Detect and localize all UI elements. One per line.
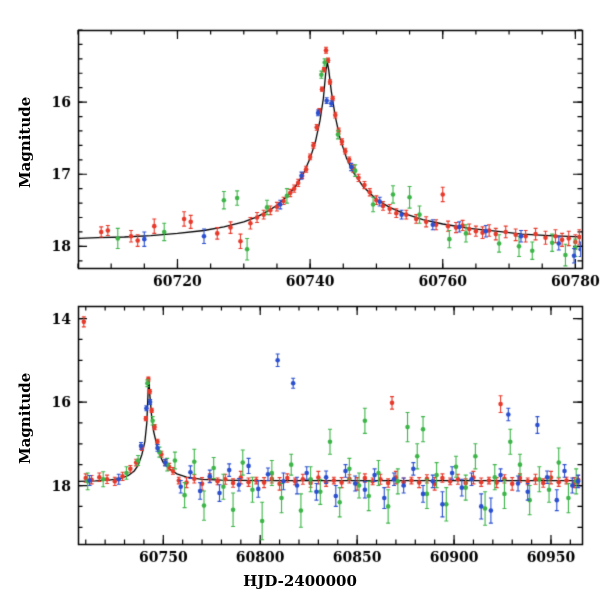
x-axis-label: HJD-2400000: [243, 572, 357, 590]
y-axis-label-bottom: Magnitude: [16, 372, 34, 464]
y-axis-label-top: Magnitude: [16, 96, 34, 188]
